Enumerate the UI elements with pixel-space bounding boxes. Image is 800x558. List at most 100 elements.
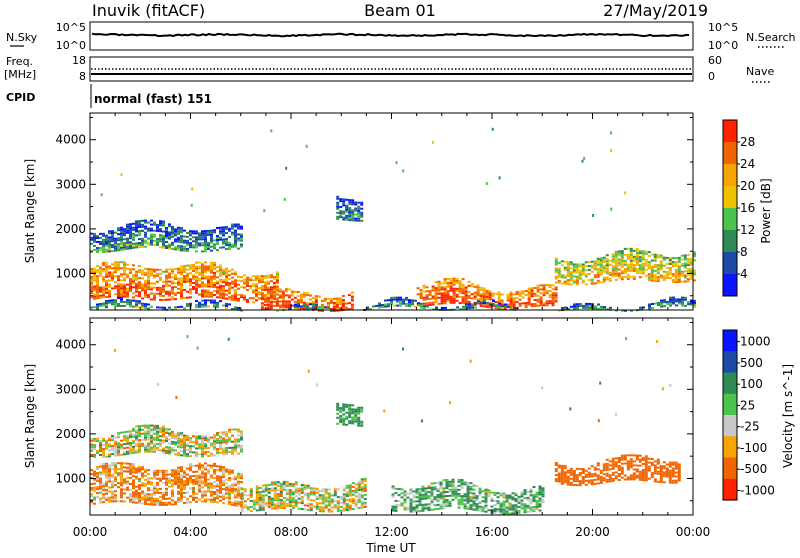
echo-cell bbox=[524, 491, 527, 493]
echo-cell bbox=[93, 446, 96, 448]
echo-cell bbox=[342, 422, 345, 424]
echo-cell bbox=[624, 457, 627, 459]
echo-cell bbox=[114, 238, 117, 240]
echo-cell bbox=[429, 304, 432, 306]
echo-cell bbox=[204, 466, 207, 468]
echo-cell bbox=[177, 284, 180, 286]
echo-cell bbox=[687, 262, 690, 264]
echo-cell bbox=[147, 489, 150, 491]
echo-cell bbox=[261, 281, 264, 283]
echo-cell bbox=[280, 499, 283, 501]
echo-cell bbox=[225, 439, 228, 441]
echo-cell bbox=[621, 473, 624, 475]
echo-cell bbox=[639, 272, 642, 274]
echo-cell bbox=[120, 233, 123, 235]
echo-cell bbox=[204, 244, 207, 246]
echo-cell bbox=[111, 303, 114, 305]
echo-cell bbox=[96, 452, 99, 454]
echo-cell bbox=[455, 497, 458, 499]
echo-cell bbox=[660, 255, 663, 257]
echo-cell bbox=[630, 478, 633, 480]
echo-cell bbox=[678, 480, 681, 482]
echo-cell bbox=[241, 498, 244, 500]
echo-cell bbox=[159, 472, 162, 474]
echo-cell bbox=[390, 297, 393, 299]
echo-cell bbox=[404, 491, 407, 493]
echo-cell bbox=[648, 275, 651, 277]
echo-cell bbox=[93, 306, 96, 308]
echo-cell bbox=[570, 263, 573, 265]
echo-cell bbox=[461, 497, 464, 499]
echo-cell bbox=[600, 281, 603, 283]
echo-cell bbox=[657, 276, 660, 278]
echo-cell bbox=[177, 440, 180, 442]
echo-cell bbox=[195, 455, 198, 457]
echo-cell bbox=[530, 494, 533, 496]
echo-cell bbox=[141, 226, 144, 228]
echo-cell bbox=[120, 241, 123, 243]
echo-cell bbox=[453, 302, 456, 304]
echo-cell bbox=[621, 276, 624, 278]
echo-cell bbox=[117, 474, 120, 476]
echo-cell bbox=[174, 278, 177, 280]
echo-cell bbox=[114, 271, 117, 273]
echo-cell bbox=[159, 230, 162, 232]
echo-cell bbox=[612, 472, 615, 474]
echo-cell bbox=[426, 286, 429, 288]
echo-cell bbox=[288, 307, 291, 309]
echo-cell bbox=[123, 265, 126, 267]
echo-cell bbox=[141, 246, 144, 248]
echo-cell bbox=[459, 296, 462, 298]
echo-cell bbox=[573, 478, 576, 480]
echo-cell bbox=[533, 498, 536, 500]
echo-cell bbox=[186, 269, 189, 271]
echo-cell bbox=[294, 301, 297, 303]
echo-cell bbox=[360, 204, 363, 206]
echo-cell bbox=[639, 479, 642, 481]
echo-cell bbox=[355, 501, 358, 503]
echo-cell bbox=[246, 283, 249, 285]
echo-cell bbox=[123, 242, 126, 244]
echo-cell bbox=[289, 491, 292, 493]
echo-cell bbox=[174, 503, 177, 505]
echo-cell bbox=[407, 509, 410, 511]
echo-cell bbox=[419, 488, 422, 490]
echo-cell bbox=[483, 287, 486, 289]
echo-cell bbox=[274, 481, 277, 483]
echo-cell bbox=[570, 472, 573, 474]
y-tick-label: 3000 bbox=[55, 382, 86, 396]
echo-cell bbox=[512, 512, 515, 514]
echo-cell bbox=[132, 227, 135, 229]
echo-cell bbox=[234, 500, 237, 502]
echo-cell bbox=[129, 301, 132, 303]
echo-cell bbox=[159, 502, 162, 504]
echo-cell bbox=[530, 506, 533, 508]
echo-cell bbox=[126, 441, 129, 443]
echo-cell bbox=[105, 481, 108, 483]
echo-cell bbox=[429, 302, 432, 304]
echo-cell bbox=[126, 497, 129, 499]
echo-cell bbox=[210, 270, 213, 272]
echo-cell bbox=[108, 268, 111, 270]
echo-cell bbox=[237, 505, 240, 507]
echo-cell bbox=[191, 188, 193, 191]
echo-cell bbox=[660, 261, 663, 263]
echo-cell bbox=[597, 262, 600, 264]
echo-cell bbox=[393, 297, 396, 299]
echo-cell bbox=[494, 494, 497, 496]
echo-cell bbox=[322, 500, 325, 502]
echo-cell bbox=[342, 204, 345, 206]
echo-cell bbox=[355, 489, 358, 491]
echo-cell bbox=[325, 497, 328, 499]
echo-cell bbox=[201, 476, 204, 478]
echo-cell bbox=[458, 479, 461, 481]
echo-cell bbox=[150, 268, 153, 270]
echo-cell bbox=[138, 230, 141, 232]
echo-cell bbox=[615, 413, 617, 416]
echo-cell bbox=[339, 421, 342, 423]
echo-cell bbox=[441, 296, 444, 298]
echo-cell bbox=[180, 241, 183, 243]
echo-cell bbox=[222, 431, 225, 433]
echo-cell bbox=[174, 453, 177, 455]
echo-cell bbox=[117, 303, 120, 305]
